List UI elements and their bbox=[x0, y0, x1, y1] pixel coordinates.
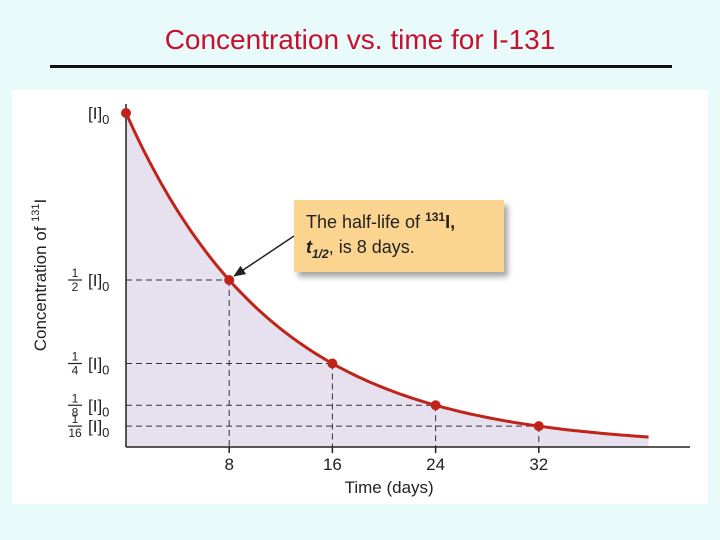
annotation-line-2-rest: , is 8 days. bbox=[329, 237, 415, 257]
fraction-numerator: 1 bbox=[72, 412, 79, 426]
annotation-mass: 131 bbox=[425, 210, 445, 224]
concentration-symbol: [I]0 bbox=[88, 355, 109, 378]
annotation-line-2: t1/2, is 8 days. bbox=[306, 237, 415, 261]
x-tick-label: 24 bbox=[426, 455, 445, 474]
x-tick-label: 8 bbox=[224, 455, 233, 474]
annotation-box bbox=[294, 200, 504, 272]
y-axis-title: Concentration of 131I bbox=[30, 199, 50, 352]
fraction-denominator: 2 bbox=[72, 280, 79, 294]
y-axis-label: 116 [I]0 bbox=[68, 412, 109, 440]
y-axis-label: 18 [I]0 bbox=[68, 391, 109, 419]
concentration-symbol: [I]0 bbox=[88, 417, 109, 440]
data-point bbox=[121, 108, 131, 118]
data-point bbox=[327, 358, 338, 369]
annotation-element: I, bbox=[445, 212, 455, 232]
y-axis-label: 14 [I]0 bbox=[68, 350, 109, 378]
fraction-numerator: 1 bbox=[72, 350, 79, 364]
slide-title: Concentration vs. time for I-131 bbox=[164, 24, 556, 55]
data-points bbox=[121, 108, 544, 432]
fraction-denominator: 4 bbox=[72, 364, 79, 378]
annotation-t-symbol: t bbox=[306, 237, 313, 257]
y-axis-label: [I]0 bbox=[88, 104, 109, 127]
annotation-t-subscript: 1/2 bbox=[312, 247, 329, 261]
y-axis-title-mass: 131 bbox=[30, 203, 42, 221]
area-under-curve bbox=[126, 113, 649, 447]
x-axis-title: Time (days) bbox=[345, 478, 434, 497]
concentration-symbol: [I]0 bbox=[88, 104, 109, 127]
decay-curve bbox=[124, 112, 649, 439]
y-axis-title-prefix: Concentration of bbox=[31, 222, 50, 351]
annotation-line-1: The half-life of 131I, bbox=[306, 210, 455, 232]
half-life-annotation: The half-life of 131I, t1/2, is 8 days. bbox=[233, 200, 504, 277]
fraction-denominator: 8 bbox=[72, 405, 79, 419]
data-point bbox=[224, 275, 235, 285]
data-point bbox=[533, 421, 544, 432]
concentration-symbol: [I]0 bbox=[88, 271, 109, 294]
concentration-symbol: [I]0 bbox=[88, 396, 109, 419]
chart-panel: 8 16 24 32 [I]0 1 2 [I]0 1 4 [I]0 1 8 [I]0 1 16 [I]0 Ti… bbox=[12, 90, 708, 504]
x-tick-label: 16 bbox=[323, 455, 342, 474]
y-axis-label: 12 [I]0 bbox=[68, 266, 109, 294]
fraction-numerator: 1 bbox=[72, 391, 79, 405]
x-tick-label: 32 bbox=[529, 455, 548, 474]
data-point bbox=[430, 400, 441, 411]
annotation-arrow bbox=[233, 235, 295, 277]
x-axis-ticks: 8 16 24 32 bbox=[224, 447, 548, 474]
y-axis-title-element: I bbox=[31, 199, 50, 204]
fraction-numerator: 1 bbox=[72, 266, 79, 280]
fraction-denominator: 16 bbox=[68, 426, 82, 440]
annotation-line-1-prefix: The half-life of bbox=[306, 212, 425, 232]
title-underline bbox=[50, 65, 672, 68]
